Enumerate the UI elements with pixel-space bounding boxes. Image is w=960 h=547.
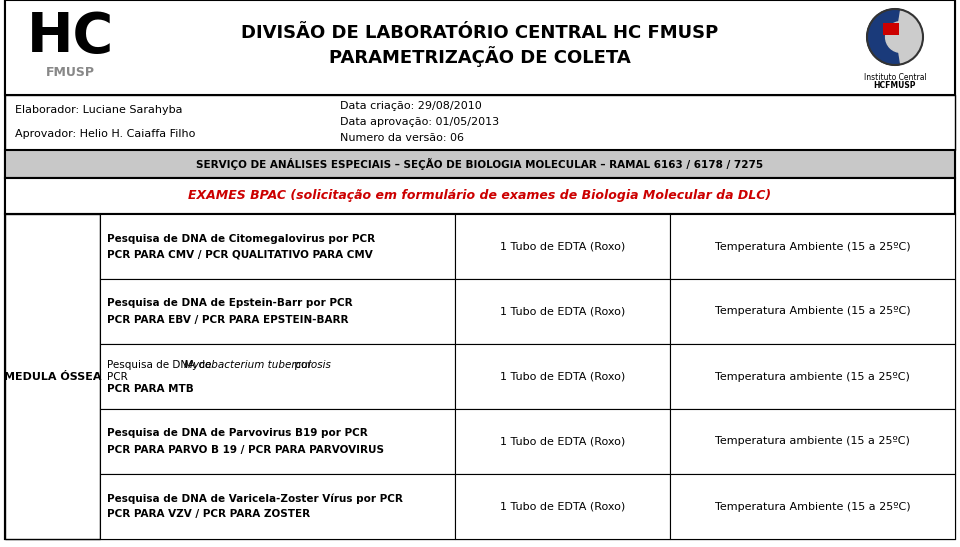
Text: SERVIÇO DE ANÁLISES ESPECIAIS – SEÇÃO DE BIOLOGIA MOLECULAR – RAMAL 6163 / 6178 : SERVIÇO DE ANÁLISES ESPECIAIS – SEÇÃO DE… bbox=[197, 158, 763, 170]
Text: Mycobacterium tuberculosis: Mycobacterium tuberculosis bbox=[184, 359, 331, 370]
Text: Aprovador: Helio H. Caiaffa Filho: Aprovador: Helio H. Caiaffa Filho bbox=[15, 129, 196, 139]
Bar bbox=[455, 474, 670, 539]
Text: Temperatura Ambiente (15 a 25ºC): Temperatura Ambiente (15 a 25ºC) bbox=[714, 502, 910, 511]
Text: FMUSP: FMUSP bbox=[45, 67, 94, 79]
Text: Pesquisa de DNA de: Pesquisa de DNA de bbox=[107, 359, 215, 370]
Bar bbox=[455, 344, 670, 409]
Bar bbox=[100, 279, 455, 344]
Text: PCR PARA VZV / PCR PARA ZOSTER: PCR PARA VZV / PCR PARA ZOSTER bbox=[107, 509, 310, 520]
Text: MEDULA ÓSSEA: MEDULA ÓSSEA bbox=[4, 371, 101, 381]
Bar bbox=[883, 23, 899, 35]
Text: PCR: PCR bbox=[107, 371, 128, 381]
Bar bbox=[5, 178, 955, 214]
Text: PCR PARA PARVO B 19 / PCR PARA PARVOVIRUS: PCR PARA PARVO B 19 / PCR PARA PARVOVIRU… bbox=[107, 445, 384, 455]
Text: PCR PARA MTB: PCR PARA MTB bbox=[107, 383, 194, 393]
Bar bbox=[670, 214, 955, 279]
Text: Elaborador: Luciane Sarahyba: Elaborador: Luciane Sarahyba bbox=[15, 105, 182, 115]
Bar bbox=[5, 214, 955, 539]
Text: Pesquisa de DNA de Citomegalovirus por PCR: Pesquisa de DNA de Citomegalovirus por P… bbox=[107, 234, 375, 243]
Text: Instituto Central: Instituto Central bbox=[864, 73, 926, 82]
Bar bbox=[100, 214, 455, 279]
Text: Temperatura Ambiente (15 a 25ºC): Temperatura Ambiente (15 a 25ºC) bbox=[714, 241, 910, 252]
Text: Pesquisa de DNA de Parvovirus B19 por PCR: Pesquisa de DNA de Parvovirus B19 por PC… bbox=[107, 428, 368, 439]
Text: Numero da versão: 06: Numero da versão: 06 bbox=[340, 133, 464, 143]
Bar bbox=[100, 344, 455, 409]
Bar bbox=[100, 409, 455, 474]
Bar bbox=[670, 279, 955, 344]
Text: PCR PARA EBV / PCR PARA EPSTEIN-BARR: PCR PARA EBV / PCR PARA EPSTEIN-BARR bbox=[107, 315, 348, 324]
Text: 1 Tubo de EDTA (Roxo): 1 Tubo de EDTA (Roxo) bbox=[500, 371, 625, 381]
Bar bbox=[670, 344, 955, 409]
Bar bbox=[5, 95, 955, 150]
Polygon shape bbox=[867, 9, 900, 65]
Text: EXAMES BPAC (solicitação em formulário de exames de Biologia Molecular da DLC): EXAMES BPAC (solicitação em formulário d… bbox=[188, 189, 772, 202]
Text: Pesquisa de DNA de Varicela-Zoster Vírus por PCR: Pesquisa de DNA de Varicela-Zoster Vírus… bbox=[107, 493, 403, 504]
Bar bbox=[455, 409, 670, 474]
Text: DIVISÃO DE LABORATÓRIO CENTRAL HC FMUSP: DIVISÃO DE LABORATÓRIO CENTRAL HC FMUSP bbox=[241, 24, 719, 42]
Text: Data criação: 29/08/2010: Data criação: 29/08/2010 bbox=[340, 101, 482, 111]
Circle shape bbox=[885, 21, 917, 53]
Text: 1 Tubo de EDTA (Roxo): 1 Tubo de EDTA (Roxo) bbox=[500, 502, 625, 511]
Bar bbox=[670, 409, 955, 474]
Text: PCR PARA CMV / PCR QUALITATIVO PARA CMV: PCR PARA CMV / PCR QUALITATIVO PARA CMV bbox=[107, 249, 372, 259]
Text: Temperatura ambiente (15 a 25ºC): Temperatura ambiente (15 a 25ºC) bbox=[715, 437, 910, 446]
Text: 1 Tubo de EDTA (Roxo): 1 Tubo de EDTA (Roxo) bbox=[500, 306, 625, 317]
Circle shape bbox=[867, 9, 923, 65]
Text: Pesquisa de DNA de Epstein-Barr por PCR: Pesquisa de DNA de Epstein-Barr por PCR bbox=[107, 299, 352, 309]
Text: por: por bbox=[291, 359, 311, 370]
Bar bbox=[670, 474, 955, 539]
Text: HC: HC bbox=[26, 10, 113, 64]
Bar bbox=[5, 214, 100, 539]
Text: PARAMETRIZAÇÃO DE COLETA: PARAMETRIZAÇÃO DE COLETA bbox=[329, 46, 631, 67]
Bar bbox=[100, 474, 455, 539]
Bar bbox=[455, 279, 670, 344]
Text: Temperatura ambiente (15 a 25ºC): Temperatura ambiente (15 a 25ºC) bbox=[715, 371, 910, 381]
Bar bbox=[455, 214, 670, 279]
Bar bbox=[5, 150, 955, 178]
Text: 1 Tubo de EDTA (Roxo): 1 Tubo de EDTA (Roxo) bbox=[500, 241, 625, 252]
Text: Temperatura Ambiente (15 a 25ºC): Temperatura Ambiente (15 a 25ºC) bbox=[714, 306, 910, 317]
Bar bbox=[5, 0, 955, 95]
Text: 1 Tubo de EDTA (Roxo): 1 Tubo de EDTA (Roxo) bbox=[500, 437, 625, 446]
Text: Data aprovação: 01/05/2013: Data aprovação: 01/05/2013 bbox=[340, 117, 499, 127]
Text: HCFMUSP: HCFMUSP bbox=[874, 80, 916, 90]
